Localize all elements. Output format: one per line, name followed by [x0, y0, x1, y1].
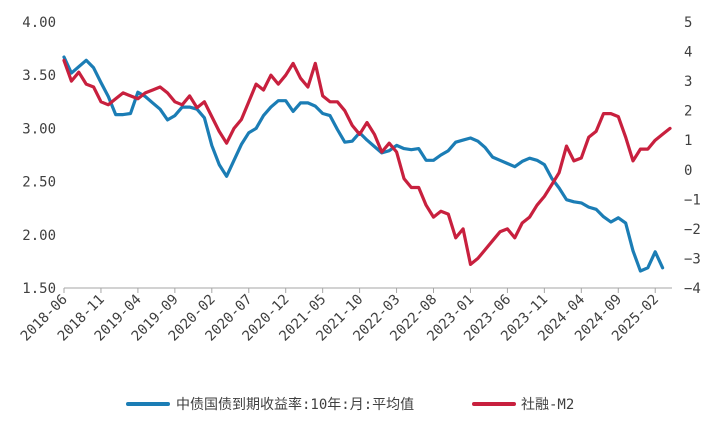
- right-axis-ticks: 5 4 3 2 1 0 −1 −2 −3 −4: [684, 15, 701, 297]
- right-axis-tick-label: −3: [684, 251, 701, 267]
- left-axis-tick-label: 3.50: [22, 68, 56, 84]
- left-axis-tick-label: 1.50: [22, 281, 56, 297]
- right-axis-tick-label: 1: [684, 133, 692, 149]
- series-lines: [62, 55, 672, 273]
- x-axis-tickmarks: [63, 288, 656, 293]
- series-line-yield: [62, 55, 665, 273]
- right-axis-tick-label: 0: [684, 163, 692, 179]
- right-axis-tick-label: −1: [684, 192, 701, 208]
- left-axis-tick-label: 3.00: [22, 121, 56, 137]
- legend-label-tsf-m2: 社融-M2: [521, 397, 574, 413]
- right-axis-tick-label: −2: [684, 222, 701, 238]
- right-axis-tick-label: −4: [684, 281, 701, 297]
- right-axis-tick-label: 2: [684, 104, 692, 120]
- left-axis-tick-label: 2.50: [22, 175, 56, 191]
- left-axis-ticks: 4.00 3.50 3.00 2.50 2.00 1.50: [22, 15, 56, 297]
- right-axis-tick-label: 5: [684, 15, 692, 31]
- legend: 中债国债到期收益率:10年:月:平均值 社融-M2: [126, 396, 574, 413]
- left-axis-tick-label: 4.00: [22, 15, 56, 31]
- x-axis-tick-labels: 2018-062018-112019-042019-092020-022020-…: [18, 292, 662, 345]
- series-line-tsf-m2: [62, 58, 672, 266]
- right-axis-tick-label: 4: [684, 45, 692, 61]
- legend-label-yield: 中债国债到期收益率:10年:月:平均值: [176, 396, 414, 413]
- x-axis: 2018-062018-112019-042019-092020-022020-…: [18, 287, 672, 345]
- right-axis-tick-label: 3: [684, 74, 692, 90]
- left-axis-tick-label: 2.00: [22, 228, 56, 244]
